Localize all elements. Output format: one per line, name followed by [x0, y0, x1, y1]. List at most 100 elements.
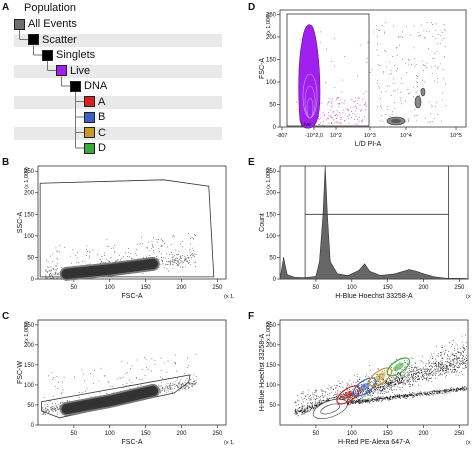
event-dot — [457, 357, 458, 359]
population-color-swatch — [84, 111, 95, 123]
event-dot — [392, 396, 393, 398]
event-dot — [441, 362, 443, 364]
event-dot — [174, 261, 176, 263]
event-dot — [438, 375, 440, 376]
event-dot-pink — [328, 102, 330, 104]
tree-item[interactable]: A — [84, 95, 105, 109]
event-dot — [442, 32, 444, 33]
event-dot — [426, 370, 428, 372]
event-dot — [421, 369, 423, 370]
event-dot — [427, 121, 429, 123]
event-dot — [382, 398, 384, 400]
event-dot — [160, 385, 162, 387]
event-dot — [358, 401, 360, 403]
event-dot — [365, 91, 367, 93]
event-dot — [361, 402, 362, 403]
event-dot — [179, 385, 181, 387]
event-dot — [164, 264, 166, 266]
event-dot — [418, 393, 420, 395]
event-dot — [458, 352, 460, 354]
tree-item[interactable]: DNA — [70, 79, 107, 93]
event-dot — [121, 361, 123, 362]
event-dot — [453, 367, 454, 369]
event-dot — [418, 371, 419, 373]
tree-item[interactable]: C — [84, 126, 106, 140]
event-dot — [48, 375, 50, 377]
event-dot — [434, 363, 436, 364]
event-dot — [389, 382, 391, 384]
event-dot — [453, 372, 455, 373]
subpopulation-events — [375, 372, 386, 382]
event-dot — [377, 398, 378, 400]
tree-item[interactable]: D — [84, 141, 106, 155]
event-dot-pink — [353, 106, 355, 108]
event-dot — [55, 265, 57, 267]
tree-item[interactable]: Scatter — [28, 33, 77, 47]
event-dot — [369, 402, 371, 404]
event-dot — [406, 372, 408, 374]
event-dot — [314, 405, 316, 406]
tree-item[interactable]: B — [84, 110, 105, 124]
event-dot — [130, 253, 132, 255]
event-dot — [48, 267, 50, 268]
event-dot-pink — [337, 97, 338, 99]
event-dot — [177, 254, 179, 255]
event-dot — [362, 399, 364, 401]
event-dot — [158, 259, 160, 260]
event-dot — [426, 378, 428, 380]
event-dot — [450, 389, 452, 391]
event-dot — [193, 255, 195, 257]
event-dot — [363, 401, 365, 403]
event-dot — [301, 403, 302, 405]
event-dot — [354, 397, 356, 399]
event-dot — [295, 413, 297, 415]
event-dot — [355, 389, 357, 390]
subpopulation-events — [359, 382, 370, 392]
event-dot — [381, 107, 382, 109]
event-dot — [364, 394, 366, 395]
event-dot — [191, 254, 192, 256]
event-dot — [402, 396, 404, 398]
event-dot — [115, 260, 116, 262]
event-dot — [435, 360, 437, 362]
event-dot — [427, 391, 429, 393]
event-dot — [54, 274, 56, 276]
event-dot — [145, 367, 147, 368]
event-dot — [454, 353, 456, 355]
event-dot — [328, 400, 330, 401]
event-dot — [362, 391, 364, 393]
event-dot — [301, 412, 303, 413]
event-dot — [129, 388, 131, 389]
event-dot-pink — [358, 97, 360, 99]
event-dot — [367, 400, 369, 402]
tree-item[interactable]: Live — [56, 64, 90, 78]
event-dot — [408, 372, 410, 374]
event-dot — [161, 253, 162, 255]
event-dot — [311, 403, 313, 405]
event-dot — [170, 387, 172, 389]
event-dot — [41, 410, 43, 411]
event-dot — [427, 392, 429, 394]
event-dot — [104, 255, 105, 256]
event-dot — [374, 386, 376, 388]
event-dot — [389, 74, 391, 76]
event-dot — [55, 266, 57, 267]
event-dot — [361, 120, 363, 122]
event-dot — [346, 389, 348, 391]
event-dot — [399, 378, 400, 380]
event-dot — [366, 400, 368, 402]
tree-item[interactable]: Singlets — [42, 48, 95, 62]
event-dot — [169, 388, 171, 390]
x-tick-label: 10^2 — [330, 133, 342, 139]
event-dot — [356, 398, 358, 400]
event-dot — [426, 22, 428, 24]
event-dot — [412, 369, 414, 371]
event-dot — [185, 389, 187, 391]
event-dot — [422, 60, 424, 62]
tree-item[interactable]: All Events — [14, 17, 77, 31]
event-dot — [391, 383, 393, 384]
event-dot — [167, 257, 169, 259]
histogram-point — [408, 269, 410, 270]
event-dot — [303, 411, 305, 413]
x-axis-label: H-Blue Hoechst 33258-A — [335, 293, 413, 300]
